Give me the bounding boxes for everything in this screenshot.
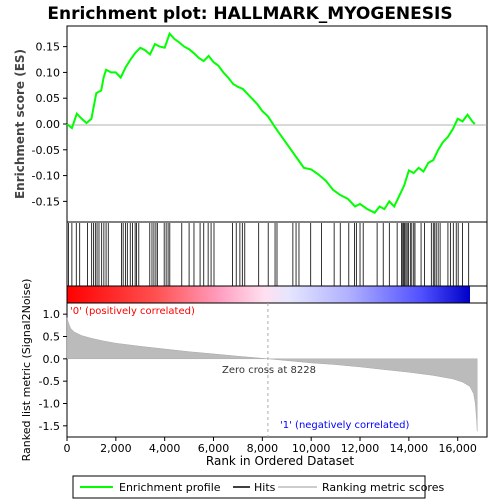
legend: Enrichment profile Hits Ranking metric s… xyxy=(72,475,444,499)
x-tick-label: 0 xyxy=(64,442,71,455)
es-panel-frame xyxy=(66,25,488,223)
x-tick-label: 6,000 xyxy=(198,442,230,455)
es-y-axis-label: Enrichment score (ES) xyxy=(13,49,27,199)
metric-y-tick-label: -0.5 xyxy=(39,375,60,388)
metric-y-axis-label: Ranked list metric (Signal2Noise) xyxy=(20,279,33,462)
es-y-tick-label: 0.10 xyxy=(36,66,61,79)
chart-title: Enrichment plot: HALLMARK_MYOGENESIS xyxy=(47,4,452,24)
metric-y-tick-label: -1.0 xyxy=(39,398,60,411)
es-y-tick-label: -0.15 xyxy=(32,195,60,208)
ranking-metric-area xyxy=(66,317,478,432)
x-tick-label: 10,000 xyxy=(292,442,331,455)
positive-correlation-label: '0' (positively correlated) xyxy=(70,306,195,317)
es-y-tick-label: -0.05 xyxy=(32,144,60,157)
es-y-tick-label: 0.00 xyxy=(36,118,61,131)
enrichment-profile-line xyxy=(66,31,476,214)
x-tick-label: 8,000 xyxy=(247,442,279,455)
es-y-tick-label: 0.15 xyxy=(36,41,61,54)
metric-y-tick-label: -1.5 xyxy=(39,420,60,433)
es-panel: 0.15 0.10 0.05 0.00 -0.05 -0.10 -0.15 Enrichme… xyxy=(13,25,488,223)
x-tick-label: 2,000 xyxy=(100,442,132,455)
x-axis: 0 2,000 4,000 6,000 8,000 10,000 12,000 14,000 1… xyxy=(64,437,477,455)
rank-color-bar xyxy=(67,286,470,303)
hits-panel xyxy=(66,221,488,287)
metric-y-tick-label: 0.0 xyxy=(43,353,61,366)
hit-marks xyxy=(68,223,470,286)
metric-y-axis: 1.0 0.5 0.0 -0.5 -1.0 -1.5 xyxy=(39,308,67,433)
zero-cross-label: Zero cross at 8228 xyxy=(222,365,316,376)
es-y-axis: 0.15 0.10 0.05 0.00 -0.05 -0.10 -0.15 xyxy=(32,41,67,208)
legend-label-ranking-metric: Ranking metric scores xyxy=(322,481,444,494)
legend-label-enrichment-profile: Enrichment profile xyxy=(119,481,221,494)
x-axis-label: Rank in Ordered Dataset xyxy=(206,454,354,468)
metric-y-tick-label: 1.0 xyxy=(43,308,61,321)
metric-y-tick-label: 0.5 xyxy=(43,331,61,344)
x-tick-label: 4,000 xyxy=(149,442,181,455)
x-tick-label: 12,000 xyxy=(341,442,380,455)
ranked-metric-panel: 1.0 0.5 0.0 -0.5 -1.0 -1.5 '0' (positively co… xyxy=(20,279,488,462)
es-y-tick-label: -0.10 xyxy=(32,170,60,183)
x-tick-label: 16,000 xyxy=(438,442,477,455)
negative-correlation-label: '1' (negatively correlated) xyxy=(280,420,409,431)
es-y-tick-label: 0.05 xyxy=(36,92,61,105)
legend-label-hits: Hits xyxy=(254,481,276,494)
x-tick-label: 14,000 xyxy=(390,442,429,455)
